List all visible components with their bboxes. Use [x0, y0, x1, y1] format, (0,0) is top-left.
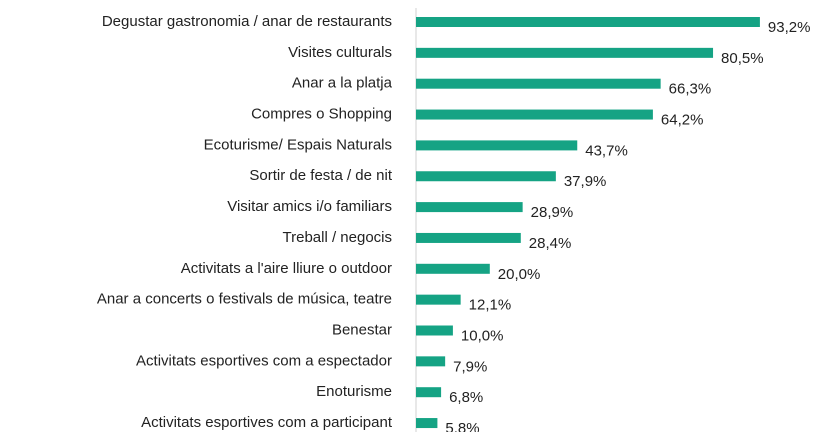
value-label: 80,5%: [721, 50, 764, 67]
category-label: Compres o Shopping: [251, 106, 392, 123]
bar: [416, 387, 442, 398]
value-label: 7,9%: [453, 358, 487, 375]
category-label: Ecoturisme/ Espais Naturals: [204, 136, 392, 153]
bar: [416, 418, 438, 429]
bar: [416, 17, 760, 27]
value-label: 37,9%: [564, 173, 607, 190]
category-label: Degustar gastronomia / anar de restauran…: [102, 13, 392, 30]
value-label: 6,8%: [449, 389, 483, 406]
bar: [416, 47, 714, 58]
category-label: Activitats esportives com a participant: [141, 414, 393, 431]
value-label: 93,2%: [768, 19, 811, 36]
category-label: Benestar: [332, 321, 392, 338]
value-label: 10,0%: [461, 327, 504, 344]
bar: [416, 78, 661, 89]
category-label: Visitar amics i/o familiars: [227, 198, 392, 215]
category-label: Sortir de festa / de nit: [249, 167, 392, 184]
bar: [416, 140, 578, 151]
bar: [416, 263, 490, 274]
bar: [416, 356, 446, 367]
bar: [416, 232, 521, 243]
category-label: Enoturisme: [316, 383, 392, 400]
value-label: 28,9%: [531, 204, 574, 221]
value-label: 64,2%: [661, 112, 704, 129]
category-label: Anar a la platja: [292, 75, 393, 92]
value-label: 12,1%: [469, 297, 512, 314]
bar: [416, 325, 453, 336]
value-label: 20,0%: [498, 266, 541, 283]
value-label: 28,4%: [529, 235, 572, 252]
value-label: 66,3%: [669, 81, 712, 98]
category-label: Activitats a l'aire lliure o outdoor: [181, 260, 392, 277]
bar: [416, 294, 461, 305]
category-label: Treball / negocis: [283, 229, 393, 246]
category-label: Activitats esportives com a espectador: [136, 352, 392, 369]
category-label: Visites culturals: [288, 44, 392, 61]
bar: [416, 202, 523, 213]
value-label: 5,8%: [445, 420, 479, 432]
bar: [416, 109, 653, 120]
value-label: 43,7%: [585, 142, 628, 159]
category-label: Anar a concerts o festivals de música, t…: [97, 291, 392, 308]
bar: [416, 171, 556, 182]
